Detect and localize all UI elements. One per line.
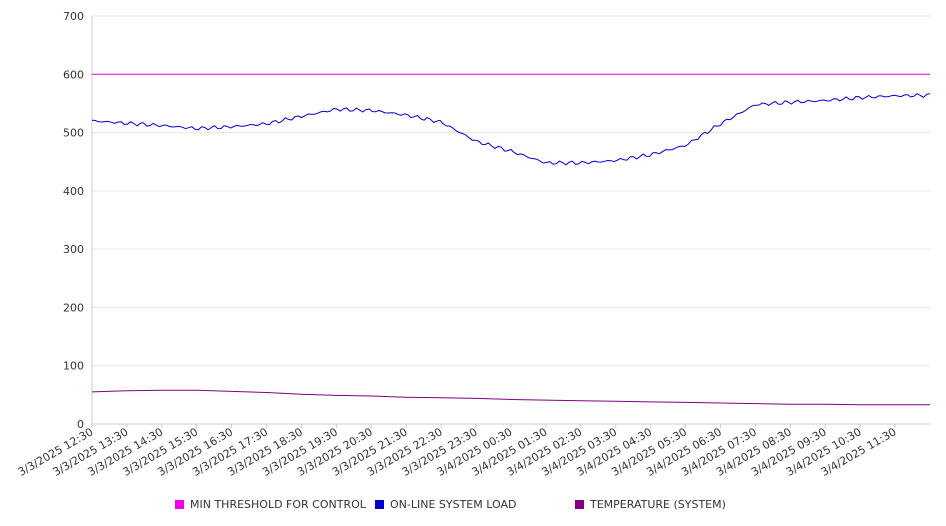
y-tick-label: 500	[63, 127, 84, 140]
legend-item-system-load[interactable]: ON-LINE SYSTEM LOAD	[375, 498, 516, 511]
y-tick-label: 300	[63, 243, 84, 256]
x-axis-ticks: 3/3/2025 12:303/3/2025 13:303/3/2025 14:…	[16, 424, 899, 479]
legend-swatch-system-load	[375, 500, 384, 509]
gridlines	[92, 15, 930, 367]
y-tick-label: 100	[63, 360, 84, 373]
y-axis-ticks: 0 100 200 300 400 500 600 700	[63, 10, 84, 431]
legend-item-temperature[interactable]: TEMPERATURE (SYSTEM)	[575, 498, 726, 511]
axes	[91, 16, 930, 425]
y-tick-label: 700	[63, 10, 84, 23]
legend-swatch-min-threshold	[175, 500, 184, 509]
y-tick-label: 400	[63, 185, 84, 198]
y-tick-label: 200	[63, 301, 84, 314]
legend: MIN THRESHOLD FOR CONTROL ON-LINE SYSTEM…	[0, 498, 946, 518]
y-tick-label: 600	[63, 68, 84, 81]
legend-label-temperature: TEMPERATURE (SYSTEM)	[590, 498, 726, 511]
legend-swatch-temperature	[575, 500, 584, 509]
legend-item-min-threshold[interactable]: MIN THRESHOLD FOR CONTROL	[175, 498, 366, 511]
legend-label-system-load: ON-LINE SYSTEM LOAD	[390, 498, 517, 511]
series-line-1	[91, 93, 931, 166]
legend-label-min-threshold: MIN THRESHOLD FOR CONTROL	[190, 498, 366, 511]
series-line-2	[91, 389, 930, 406]
series-lines	[91, 73, 931, 406]
y-tick-label: 0	[77, 418, 84, 431]
